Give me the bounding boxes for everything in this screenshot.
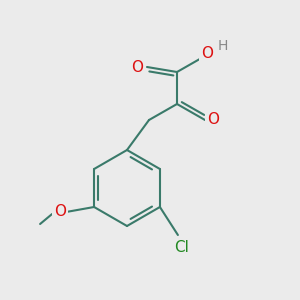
Text: H: H — [218, 39, 228, 53]
Text: O: O — [207, 112, 219, 128]
Text: Cl: Cl — [175, 239, 189, 254]
Text: O: O — [201, 46, 213, 62]
Text: O: O — [131, 59, 143, 74]
Text: O: O — [54, 205, 66, 220]
